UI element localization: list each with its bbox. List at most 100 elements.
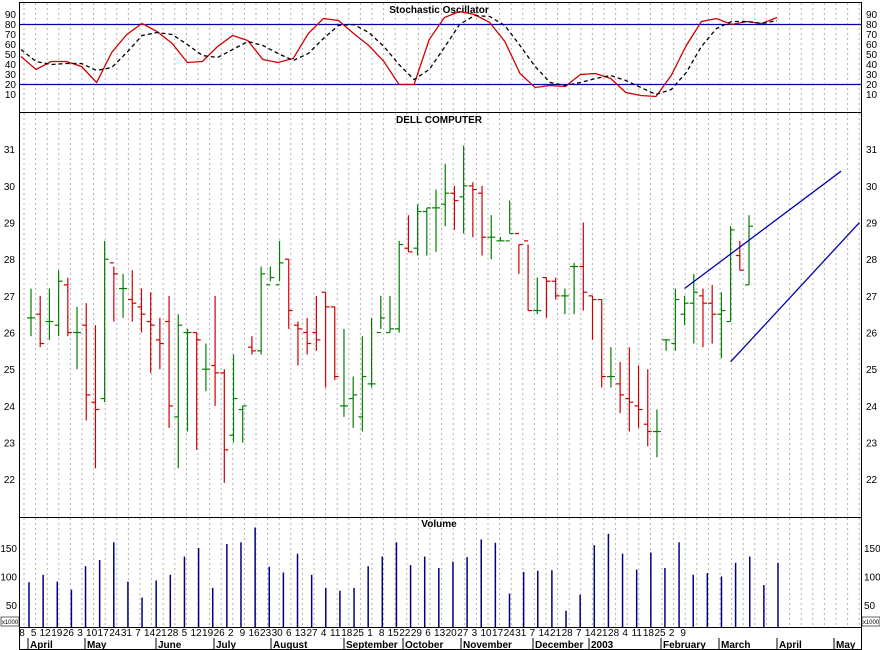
trendline [730, 222, 860, 363]
price-tick-left: 29 [4, 219, 16, 230]
ohlc-bar [229, 354, 238, 443]
volume-tick-right: 100 [864, 573, 880, 584]
stochastic-title: Stochastic Oscillator [389, 5, 489, 16]
vertical-grid [23, 3, 860, 627]
ohlc-bar [386, 295, 394, 334]
date-day-label: 18 [341, 628, 353, 639]
panel-frame [19, 112, 862, 518]
ohlc-bar [560, 288, 569, 315]
date-day-label: 14 [144, 628, 156, 639]
ohlc-bar [597, 298, 606, 388]
date-day-label: 16 [248, 628, 260, 639]
ohlc-bar [36, 295, 45, 348]
price-tick-right: 31 [866, 145, 878, 156]
date-day-label: 25 [654, 628, 666, 639]
ohlc-bar [422, 207, 431, 256]
ohlc-bar [109, 262, 118, 322]
ohlc-bar [459, 145, 468, 234]
ohlc-bar [441, 163, 450, 227]
stochastic-tick-left: 30 [5, 70, 17, 81]
ohlc-bar [146, 292, 155, 373]
volume-panel: Volume 50 50 100 100 150 150 x1000 x1000 [0, 519, 880, 627]
ohlc-bar [100, 240, 109, 403]
date-day-label: 11 [330, 628, 341, 639]
ohlc-bar [478, 185, 487, 256]
ohlc-bar [745, 215, 753, 286]
ohlc-bar [671, 288, 680, 351]
price-tick-left: 23 [4, 439, 16, 450]
ohlc-bar [579, 222, 588, 311]
ohlc-bar [155, 317, 164, 370]
ohlc-bar [284, 258, 293, 329]
ohlc-bar [82, 303, 91, 421]
stochastic-tick-right: 10 [866, 90, 878, 101]
date-month-label: April [30, 640, 53, 650]
ohlc-bar [395, 240, 404, 333]
date-day-label: 18 [643, 628, 655, 639]
date-month-label: December [535, 640, 583, 650]
date-day-label: 31 [515, 628, 527, 639]
date-month-label: October [405, 640, 443, 650]
date-day-label: 12 [40, 628, 52, 639]
date-day-label: 1 [367, 628, 373, 639]
date-day-label: 23 [260, 628, 272, 639]
date-month-label: June [158, 640, 182, 650]
price-tick-right: 27 [866, 292, 878, 303]
date-month-label: May [836, 640, 856, 650]
price-tick-right: 23 [866, 439, 878, 450]
ohlc-bar [349, 376, 358, 428]
ohlc-bar [330, 306, 339, 381]
date-day-label: 13 [295, 628, 307, 639]
date-day-label: 28 [167, 628, 179, 639]
ohlc-bar [404, 215, 413, 253]
price-tick-right: 28 [866, 255, 878, 266]
ohlc-bar [119, 273, 128, 318]
date-day-label: 7 [530, 628, 536, 639]
ohlc-bar [220, 369, 229, 483]
ohlc-bar [542, 276, 551, 318]
date-day-label: 4 [321, 628, 327, 639]
ohlc-bar [128, 270, 137, 322]
date-day-label: 14 [585, 628, 597, 639]
date-day-label: 15 [388, 628, 400, 639]
stochastic-tick-left: 70 [5, 30, 17, 41]
date-day-label: 11 [632, 628, 643, 639]
ohlc-bar [312, 295, 321, 351]
date-day-label: 2 [669, 628, 675, 639]
stochastic-tick-left: 90 [5, 10, 17, 21]
date-month-label: March [721, 640, 750, 650]
ohlc-bar [625, 347, 634, 432]
price-tick-right: 22 [866, 475, 878, 486]
date-day-label: 8 [379, 628, 385, 639]
ohlc-bar [174, 314, 183, 469]
ohlc-bar [137, 288, 146, 333]
date-day-label: 5 [31, 628, 37, 639]
ohlc-bar [211, 295, 220, 406]
date-day-label: 21 [550, 628, 562, 639]
volume-unit-label-right: x1000 [863, 620, 880, 626]
ohlc-bar [63, 277, 72, 337]
price-tick-left: 22 [4, 475, 16, 486]
price-tick-right: 25 [866, 365, 878, 376]
date-day-label: 14 [538, 628, 550, 639]
ohlc-bar [680, 295, 689, 326]
ohlc-bar [413, 204, 422, 256]
stochastic-tick-left: 60 [5, 40, 17, 51]
date-day-label: 19 [202, 628, 214, 639]
price-tick-left: 31 [4, 145, 16, 156]
date-day-label: 7 [135, 628, 141, 639]
date-day-label: 10 [86, 628, 98, 639]
stochastic-fast-line [20, 10, 778, 98]
date-axis: 8 5 12 19 26 3 10 17 24 31 7 14 21 28 5 12 19 26 2 9 16 23 30 6… [19, 628, 856, 650]
volume-unit-box [0, 616, 20, 627]
volume-tick-left: 150 [0, 544, 17, 555]
price-tick-left: 25 [4, 365, 16, 376]
date-day-label: 7 [576, 628, 582, 639]
price-tick-left: 28 [4, 255, 16, 266]
date-day-label: 28 [562, 628, 574, 639]
ohlc-bar [487, 215, 496, 260]
date-day-label: 9 [680, 628, 686, 639]
ohlc-bar [275, 240, 284, 286]
price-tick-right: 24 [866, 402, 878, 413]
date-day-label: 5 [182, 628, 188, 639]
